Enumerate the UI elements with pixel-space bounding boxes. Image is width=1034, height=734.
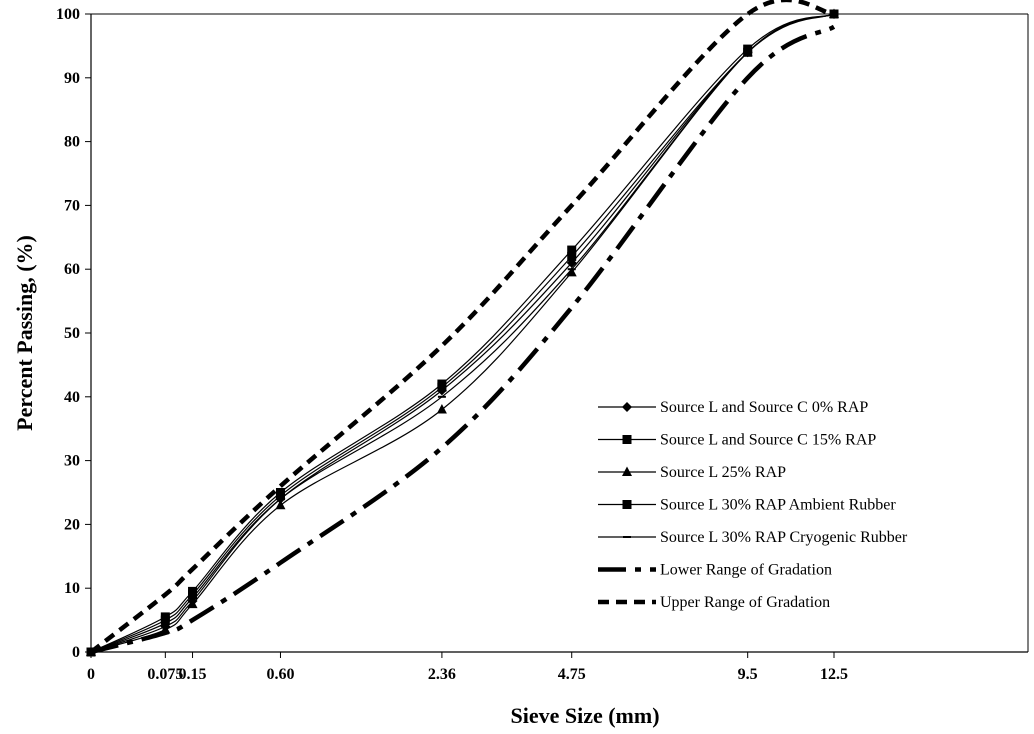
legend-marker [622, 402, 632, 412]
legend-item: Source L 30% RAP Cryogenic Rubber [598, 529, 908, 546]
y-axis-title: Percent Passing, (%) [12, 235, 37, 431]
x-tick-label: 0 [87, 666, 95, 683]
legend-item: Source L 30% RAP Ambient Rubber [598, 497, 896, 514]
y-tick-label: 30 [64, 453, 80, 470]
data-point [566, 266, 577, 277]
legend: Source L and Source C 0% RAP Source L and… [598, 399, 908, 611]
data-point [567, 245, 577, 255]
legend-marker [622, 500, 632, 509]
legend-item: Lower Range of Gradation [598, 562, 832, 579]
data-point [161, 622, 170, 625]
data-point [436, 404, 447, 414]
data-point [187, 598, 198, 609]
x-axis-title: Sieve Size (mm) [510, 703, 659, 728]
legend-label: Upper Range of Gradation [660, 594, 830, 611]
series-line [90, 13, 835, 653]
legend-marker [623, 536, 631, 538]
y-tick-label: 50 [64, 325, 80, 342]
y-tick-label: 40 [64, 389, 80, 406]
x-tick-label: 12.5 [820, 666, 848, 683]
legend-marker [622, 435, 632, 444]
data-point [276, 497, 285, 500]
x-tick-label: 0.60 [266, 666, 294, 683]
data-point [437, 379, 447, 389]
data-point [437, 395, 446, 398]
legend-item: Upper Range of Gradation [598, 594, 830, 611]
y-axis: 0 10 20 30 40 50 60 70 80 90 100 [56, 6, 92, 661]
data-point [275, 499, 286, 510]
x-tick-label: 0.075 [147, 666, 183, 683]
y-tick-label: 0 [72, 644, 80, 661]
series-line [90, 13, 835, 653]
legend-label: Source L 25% RAP [660, 464, 786, 481]
y-tick-label: 60 [64, 261, 80, 278]
legend-label: Source L and Source C 0% RAP [660, 399, 868, 416]
series-line [89, 0, 835, 654]
x-tick-label: 9.5 [738, 666, 758, 683]
series-line [90, 24, 836, 655]
legend-item: Source L and Source C 0% RAP [598, 399, 868, 416]
data-point [160, 612, 170, 622]
x-tick-label: 2.36 [428, 666, 456, 683]
data-point [275, 488, 285, 497]
y-tick-label: 90 [64, 70, 80, 87]
data-point [188, 586, 198, 596]
y-tick-label: 70 [64, 197, 80, 214]
series-line [90, 13, 835, 653]
series-5 [87, 13, 838, 653]
series-layer [86, 0, 839, 657]
legend-marker [622, 466, 632, 476]
legend-label: Source L 30% RAP Cryogenic Rubber [660, 529, 908, 546]
legend-label: Source L and Source C 15% RAP [660, 432, 876, 449]
y-tick-label: 80 [64, 134, 80, 151]
legend-label: Lower Range of Gradation [660, 562, 832, 579]
data-point [188, 596, 197, 599]
series-6 [90, 24, 836, 655]
x-tick-label: 4.75 [558, 666, 586, 683]
data-point [567, 251, 577, 261]
legend-item: Source L 25% RAP [598, 464, 786, 481]
data-point [743, 51, 752, 54]
x-tick-label: 0.15 [179, 666, 207, 683]
legend-item: Source L and Source C 15% RAP [598, 432, 876, 449]
legend-label: Source L 30% RAP Ambient Rubber [660, 497, 896, 514]
data-point [743, 44, 753, 54]
series-7 [89, 0, 835, 654]
plot-area [91, 13, 1029, 652]
y-tick-label: 100 [56, 6, 80, 23]
data-point [567, 268, 576, 271]
y-tick-label: 20 [64, 516, 80, 533]
y-tick-label: 10 [64, 580, 80, 597]
